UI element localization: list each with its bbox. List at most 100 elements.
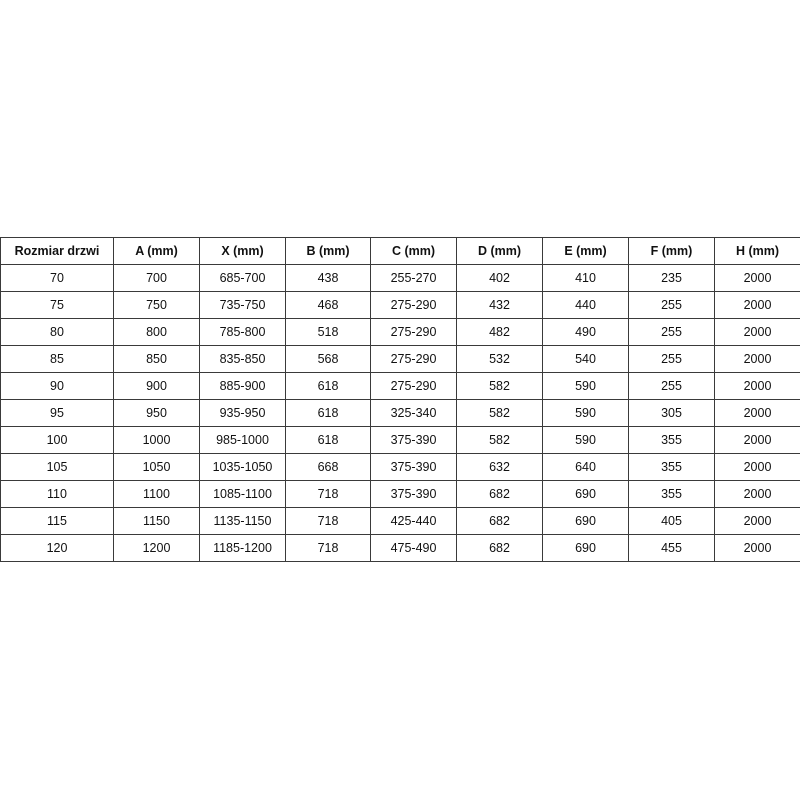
table-cell: 582 <box>456 372 543 400</box>
table-cell: 985-1000 <box>199 426 286 454</box>
table-cell: 105 <box>0 453 114 481</box>
table-cell: 1200 <box>113 534 200 562</box>
table-cell: 2000 <box>714 372 800 400</box>
table-cell: 590 <box>542 399 629 427</box>
table-cell: 100 <box>0 426 114 454</box>
table-cell: 618 <box>285 399 371 427</box>
table-cell: 490 <box>542 318 629 346</box>
table-cell: 95 <box>0 399 114 427</box>
table-cell: 440 <box>542 291 629 319</box>
table-row: 90 900 885-900 618 275-290 582 590 255 2000 <box>0 372 800 400</box>
table-cell: 468 <box>285 291 371 319</box>
column-header: Rozmiar drzwi <box>0 237 114 265</box>
table-row: 95 950 935-950 618 325-340 582 590 305 2000 <box>0 399 800 427</box>
table-cell: 438 <box>285 264 371 292</box>
column-header: F (mm) <box>628 237 715 265</box>
table-cell: 750 <box>113 291 200 319</box>
column-header: E (mm) <box>542 237 629 265</box>
table-cell: 2000 <box>714 480 800 508</box>
table-row: 110 1100 1085-1100 718 375-390 682 690 355 2000 <box>0 480 800 508</box>
table-cell: 718 <box>285 534 371 562</box>
table-cell: 115 <box>0 507 114 535</box>
table-cell: 1000 <box>113 426 200 454</box>
table-cell: 718 <box>285 507 371 535</box>
table-cell: 690 <box>542 534 629 562</box>
table-cell: 518 <box>285 318 371 346</box>
table-cell: 275-290 <box>370 318 457 346</box>
table-cell: 2000 <box>714 345 800 373</box>
table-cell: 590 <box>542 426 629 454</box>
table-cell: 90 <box>0 372 114 400</box>
table-cell: 120 <box>0 534 114 562</box>
table-cell: 835-850 <box>199 345 286 373</box>
table-cell: 275-290 <box>370 372 457 400</box>
table-cell: 325-340 <box>370 399 457 427</box>
column-header: D (mm) <box>456 237 543 265</box>
header-row: Rozmiar drzwi A (mm) X (mm) B (mm) C (mm) D (… <box>0 237 800 265</box>
table-cell: 618 <box>285 426 371 454</box>
table-cell: 640 <box>542 453 629 481</box>
table-cell: 718 <box>285 480 371 508</box>
column-header: X (mm) <box>199 237 286 265</box>
table-cell: 900 <box>113 372 200 400</box>
table-cell: 255 <box>628 345 715 373</box>
table-cell: 432 <box>456 291 543 319</box>
table-cell: 85 <box>0 345 114 373</box>
table-cell: 800 <box>113 318 200 346</box>
table-cell: 540 <box>542 345 629 373</box>
table-cell: 255 <box>628 291 715 319</box>
table-cell: 455 <box>628 534 715 562</box>
table-cell: 475-490 <box>370 534 457 562</box>
table-cell: 275-290 <box>370 345 457 373</box>
table-cell: 235 <box>628 264 715 292</box>
table-cell: 355 <box>628 426 715 454</box>
table-cell: 950 <box>113 399 200 427</box>
table-cell: 2000 <box>714 264 800 292</box>
column-header: B (mm) <box>285 237 371 265</box>
table-cell: 110 <box>0 480 114 508</box>
table-cell: 532 <box>456 345 543 373</box>
table-cell: 935-950 <box>199 399 286 427</box>
dimensions-table: Rozmiar drzwi A (mm) X (mm) B (mm) C (mm) D (… <box>0 237 800 562</box>
column-header: H (mm) <box>714 237 800 265</box>
table-cell: 885-900 <box>199 372 286 400</box>
table-cell: 375-390 <box>370 453 457 481</box>
table-cell: 682 <box>456 534 543 562</box>
table-cell: 255-270 <box>370 264 457 292</box>
table-cell: 1050 <box>113 453 200 481</box>
table-cell: 2000 <box>714 453 800 481</box>
table-cell: 275-290 <box>370 291 457 319</box>
table-cell: 1085-1100 <box>199 480 286 508</box>
table-row: 115 1150 1135-1150 718 425-440 682 690 405 2000 <box>0 507 800 535</box>
table-row: 105 1050 1035-1050 668 375-390 632 640 355 2000 <box>0 453 800 481</box>
table-cell: 405 <box>628 507 715 535</box>
table-cell: 2000 <box>714 534 800 562</box>
table-cell: 305 <box>628 399 715 427</box>
table-cell: 410 <box>542 264 629 292</box>
table-cell: 2000 <box>714 507 800 535</box>
table-cell: 375-390 <box>370 426 457 454</box>
table-cell: 402 <box>456 264 543 292</box>
table-cell: 735-750 <box>199 291 286 319</box>
table-cell: 582 <box>456 426 543 454</box>
table-cell: 1100 <box>113 480 200 508</box>
table-cell: 425-440 <box>370 507 457 535</box>
table-cell: 618 <box>285 372 371 400</box>
table-cell: 850 <box>113 345 200 373</box>
table-cell: 685-700 <box>199 264 286 292</box>
table-cell: 1035-1050 <box>199 453 286 481</box>
table-row: 120 1200 1185-1200 718 475-490 682 690 455 2000 <box>0 534 800 562</box>
table-cell: 70 <box>0 264 114 292</box>
table-row: 100 1000 985-1000 618 375-390 582 590 355 2000 <box>0 426 800 454</box>
table-cell: 75 <box>0 291 114 319</box>
table-cell: 355 <box>628 453 715 481</box>
table-cell: 582 <box>456 399 543 427</box>
column-header: A (mm) <box>113 237 200 265</box>
table-cell: 355 <box>628 480 715 508</box>
column-header: C (mm) <box>370 237 457 265</box>
table-cell: 682 <box>456 480 543 508</box>
table-cell: 1185-1200 <box>199 534 286 562</box>
table-cell: 590 <box>542 372 629 400</box>
table-row: 75 750 735-750 468 275-290 432 440 255 2000 <box>0 291 800 319</box>
table-cell: 568 <box>285 345 371 373</box>
